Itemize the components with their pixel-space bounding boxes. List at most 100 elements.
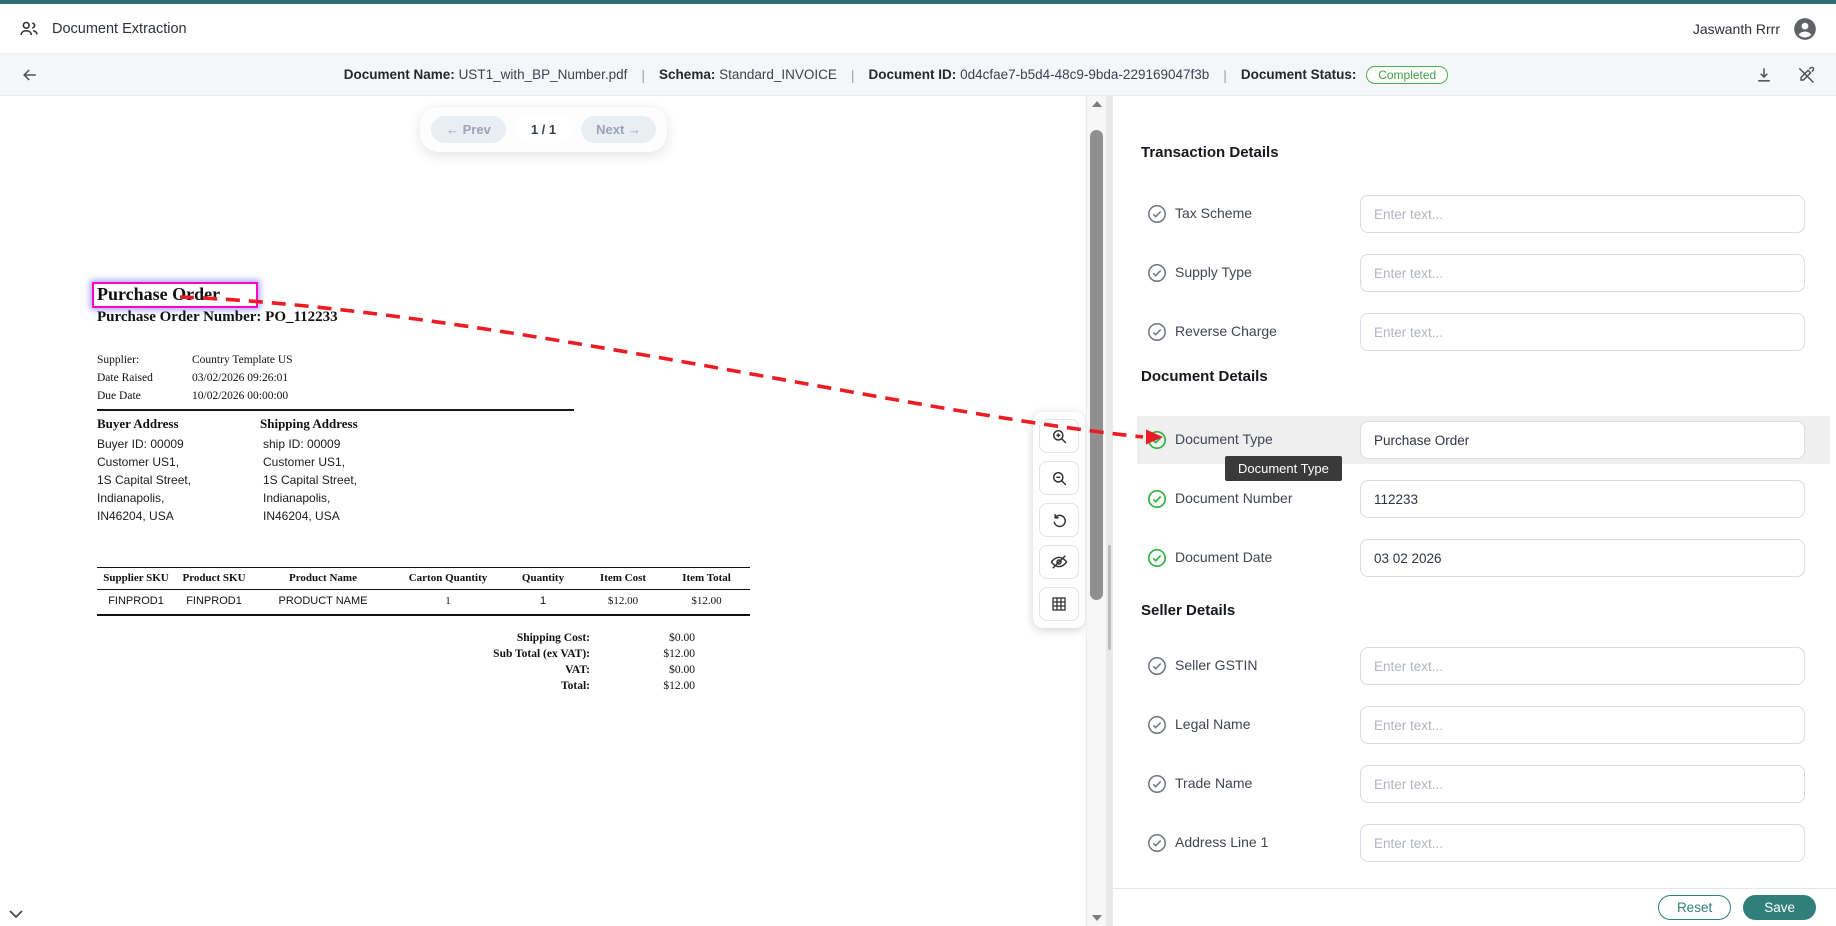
next-page-button[interactable]: Next → <box>581 116 656 143</box>
check-circle-icon <box>1147 263 1167 283</box>
trade-name-input[interactable] <box>1360 765 1805 803</box>
document-meta: Document Name: UST1_with_BP_Number.pdf |… <box>48 65 1744 84</box>
document-type-input[interactable] <box>1360 421 1805 459</box>
field-label: Reverse Charge <box>1175 323 1277 339</box>
field-row-document-date: Document Date <box>1113 536 1836 580</box>
buyer-address-lines: Buyer ID: 00009 Customer US1, 1S Capital … <box>97 437 192 523</box>
supply-type-input[interactable] <box>1360 254 1805 292</box>
users-icon <box>18 18 40 40</box>
zoom-out-icon[interactable] <box>1039 461 1079 495</box>
save-button[interactable]: Save <box>1743 895 1816 920</box>
document-number-input[interactable] <box>1360 480 1805 518</box>
field-label: Document Date <box>1175 549 1273 565</box>
document-name-label: Document Name: <box>343 67 455 82</box>
form-scroll-area: Transaction Details Tax Scheme Supply Ty… <box>1113 96 1836 888</box>
check-circle-icon <box>1147 774 1167 794</box>
zoom-in-icon[interactable] <box>1039 419 1079 453</box>
seller-gstin-input[interactable] <box>1360 647 1805 685</box>
field-row-reverse-charge: Reverse Charge <box>1113 310 1836 354</box>
check-circle-icon <box>1147 204 1167 224</box>
address-line-1-input[interactable] <box>1360 824 1805 862</box>
app-title: Document Extraction <box>52 20 187 37</box>
status-badge: Completed <box>1366 65 1449 84</box>
field-row-tax-scheme: Tax Scheme <box>1113 192 1836 236</box>
pdf-meta-value: 10/02/2026 00:00:00 <box>192 390 289 402</box>
extraction-highlight-box[interactable] <box>92 282 258 308</box>
field-row-address-line-1: Address Line 1 <box>1113 821 1836 865</box>
meta-separator: | <box>1223 66 1227 83</box>
pdf-meta-label: Supplier: <box>97 354 140 366</box>
pdf-totals-block: Shipping Cost: $0.00 Sub Total (ex VAT): $… <box>493 632 695 692</box>
check-circle-icon <box>1147 656 1167 676</box>
pdf-divider <box>97 409 574 411</box>
check-circle-icon-green <box>1147 430 1167 450</box>
buyer-address-heading: Buyer Address <box>97 416 179 431</box>
section-title-seller-details: Seller Details <box>1141 602 1236 619</box>
schema-label: Schema: <box>659 67 716 82</box>
check-circle-icon <box>1147 715 1167 735</box>
legal-name-input[interactable] <box>1360 706 1805 744</box>
meta-separator: | <box>641 66 646 83</box>
meta-separator: | <box>850 66 855 83</box>
reverse-charge-input[interactable] <box>1360 313 1805 351</box>
avatar[interactable] <box>1792 16 1818 42</box>
document-status-label: Document Status: <box>1240 66 1357 82</box>
document-type-tooltip: Document Type <box>1225 456 1342 481</box>
field-row-legal-name: Legal Name <box>1113 703 1836 747</box>
pdf-meta-label: Date Raised <box>97 372 153 384</box>
field-label: Document Number <box>1175 490 1293 506</box>
pdf-scrollbar <box>1086 96 1106 926</box>
grid-icon[interactable] <box>1039 587 1079 621</box>
check-circle-icon-green <box>1147 548 1167 568</box>
main-split: ← Prev 1 / 1 Next → Purchase Order Purch… <box>0 96 1836 926</box>
pdf-viewer-pane: ← Prev 1 / 1 Next → Purchase Order Purch… <box>0 96 1086 926</box>
scrollbar-thumb[interactable] <box>1090 130 1103 600</box>
form-footer: Reset Save <box>1113 888 1836 926</box>
field-row-trade-name: Trade Name <box>1113 762 1836 806</box>
section-title-document-details: Document Details <box>1141 368 1268 385</box>
form-scrollbar-thumb[interactable] <box>1108 545 1111 650</box>
prev-page-button[interactable]: ← Prev <box>431 116 506 143</box>
field-row-document-type: Document Type <box>1113 418 1836 462</box>
document-id-value: 0d4cfae7-b5d4-48c9-9bda-229169047f3b <box>960 67 1210 82</box>
rotate-icon[interactable] <box>1039 503 1079 537</box>
shipping-address-lines: ship ID: 00009 Customer US1, 1S Capital S… <box>263 437 358 523</box>
field-label: Supply Type <box>1175 264 1252 280</box>
check-circle-icon-green <box>1147 489 1167 509</box>
reset-button[interactable]: Reset <box>1657 895 1732 920</box>
field-row-document-number: Document Number <box>1113 477 1836 521</box>
table-row: FINPROD1 FINPROD1 PRODUCT NAME 1 1 $12.00 $… <box>108 595 722 607</box>
document-header-bar: Document Name: UST1_with_BP_Number.pdf |… <box>0 54 1836 96</box>
pdf-meta-label: Due Date <box>97 390 141 402</box>
extraction-form-panel: Transaction Details Tax Scheme Supply Ty… <box>1113 96 1836 926</box>
shipping-address-heading: Shipping Address <box>260 416 358 431</box>
field-label: Document Type <box>1175 431 1273 447</box>
scroll-down-chevron-icon[interactable] <box>8 908 24 920</box>
pdf-meta-block: Supplier: Country Template US Date Raised… <box>97 351 293 405</box>
field-label: Tax Scheme <box>1175 205 1253 221</box>
tax-scheme-input[interactable] <box>1360 195 1805 233</box>
field-row-supply-type: Supply Type <box>1113 251 1836 295</box>
edit-off-icon[interactable] <box>1796 65 1816 85</box>
pdf-document: Purchase Order Purchase Order Number: PO… <box>0 96 1086 926</box>
scrollbar-up-arrow[interactable] <box>1087 96 1107 112</box>
pdf-title: Purchase Order <box>97 284 221 304</box>
scrollbar-down-arrow[interactable] <box>1087 910 1107 926</box>
download-icon[interactable] <box>1754 65 1774 85</box>
section-title-transaction-details: Transaction Details <box>1141 144 1279 161</box>
document-date-input[interactable] <box>1360 539 1805 577</box>
field-row-seller-gstin: Seller GSTIN <box>1113 644 1836 688</box>
hide-annotations-icon[interactable] <box>1039 545 1079 579</box>
field-label: Trade Name <box>1175 775 1253 791</box>
pdf-meta-value: Country Template US <box>192 354 293 366</box>
pdf-line-items-table: Supplier SKU Product SKU Product Name Cart… <box>97 567 750 616</box>
document-name-value: UST1_with_BP_Number.pdf <box>458 67 628 82</box>
pdf-po-number: Purchase Order Number: PO_112233 <box>97 309 338 325</box>
back-button[interactable] <box>20 65 40 85</box>
viewer-toolbar <box>1033 412 1085 628</box>
pdf-meta-value: 03/02/2026 09:26:01 <box>192 372 289 384</box>
page-navigation: ← Prev 1 / 1 Next → <box>420 107 667 152</box>
schema-value: Standard_INVOICE <box>719 67 837 82</box>
field-label: Address Line 1 <box>1175 834 1269 850</box>
